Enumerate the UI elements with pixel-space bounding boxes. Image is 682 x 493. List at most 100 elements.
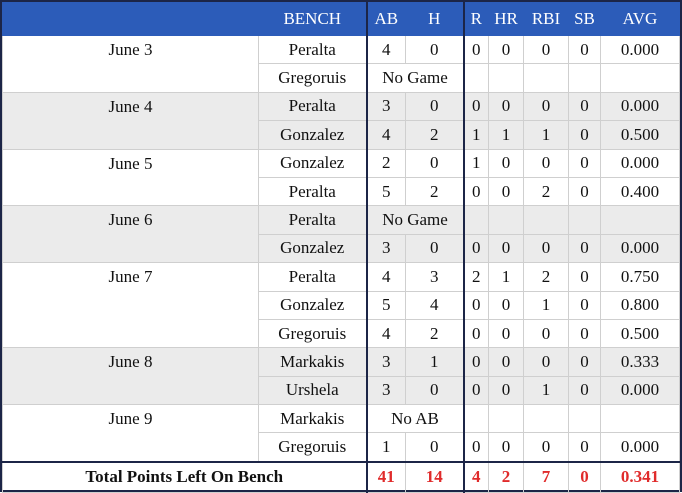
stat-cell: 0 <box>568 290 601 320</box>
stat-cell: 0 <box>523 432 569 463</box>
date-cell: June 4 <box>2 91 259 150</box>
stat-cell: 3 <box>365 375 406 406</box>
stat-cell: 0 <box>568 262 601 292</box>
stat-cell: 4 <box>365 120 406 150</box>
empty-cell <box>488 63 524 93</box>
stat-cell: 0 <box>462 176 489 207</box>
note-cell: No Game <box>365 205 464 235</box>
stat-cell: 0 <box>462 347 489 377</box>
stat-cell: 0.333 <box>600 347 680 377</box>
note-cell: No AB <box>365 404 464 434</box>
player-cell: Gonzalez <box>258 290 367 320</box>
date-cell: June 3 <box>2 35 259 93</box>
stat-cell: 0 <box>568 120 601 150</box>
stat-cell: 0 <box>488 233 524 264</box>
stat-cell: 0 <box>523 233 569 264</box>
header-cell: HR <box>488 2 524 36</box>
stat-cell: 0.000 <box>600 91 680 122</box>
stat-cell: 0 <box>405 148 464 178</box>
date-cell: June 5 <box>2 148 259 207</box>
stat-cell: 0.000 <box>600 432 680 463</box>
stat-cell: 3 <box>405 262 464 292</box>
stat-cell: 0 <box>488 318 524 349</box>
empty-cell <box>600 63 680 93</box>
stat-cell: 0 <box>405 233 464 264</box>
total-cell: 2 <box>488 460 524 493</box>
table-row: June 9 Markakis No AB <box>2 404 680 463</box>
stat-cell: 4 <box>365 262 406 292</box>
stat-cell: 0 <box>462 290 489 320</box>
stat-cell: 1 <box>462 120 489 150</box>
stat-cell: 0 <box>568 233 601 264</box>
stat-cell: 0 <box>488 34 524 65</box>
stat-cell: 0 <box>405 34 464 65</box>
total-cell: 0.341 <box>600 460 680 493</box>
note-cell: No Game <box>365 63 464 93</box>
header-cell: H <box>405 2 464 36</box>
stat-cell: 0 <box>462 375 489 406</box>
stat-cell: 0.400 <box>600 176 680 207</box>
stat-cell: 0 <box>488 347 524 377</box>
stat-cell: 0.500 <box>600 120 680 150</box>
total-cell: 41 <box>365 460 406 493</box>
empty-cell <box>568 404 601 434</box>
stat-cell: 0.000 <box>600 233 680 264</box>
header-cell: R <box>462 2 489 36</box>
stat-cell: 0 <box>488 432 524 463</box>
header-cell: AVG <box>600 2 680 36</box>
table-row: Gonzalez 3 0 0 0 0 0 0.000 <box>3 233 680 264</box>
player-cell: Peralta <box>258 176 367 207</box>
stat-cell: 4 <box>365 34 406 65</box>
empty-cell <box>600 205 680 235</box>
table-row: June 7 Peralta 4 3 2 1 2 0 0.750 <box>2 262 680 349</box>
stat-cell: 0 <box>462 233 489 264</box>
stat-cell: 0 <box>488 148 524 178</box>
total-cell: 7 <box>523 460 569 493</box>
player-cell: Markakis <box>258 404 367 434</box>
empty-cell <box>462 205 489 235</box>
player-cell: Peralta <box>258 262 367 292</box>
stat-cell: 0.750 <box>600 262 680 292</box>
stat-cell: 0 <box>405 375 464 406</box>
stat-cell: 0.000 <box>600 148 680 178</box>
player-cell: Gregoruis <box>258 432 367 463</box>
player-cell: Peralta <box>258 34 367 65</box>
total-cell: 0 <box>568 460 601 493</box>
date-cell: June 8 <box>2 347 259 406</box>
total-cell: 4 <box>462 460 489 493</box>
stat-cell: 1 <box>488 262 524 292</box>
player-cell: Markakis <box>258 347 367 377</box>
total-row: Total Points Left On Bench 41 14 4 2 7 0 0.341 <box>2 460 680 493</box>
stat-cell: 0 <box>523 34 569 65</box>
stat-cell: 0 <box>568 148 601 178</box>
stat-cell: 0 <box>568 318 601 349</box>
stat-cell: 2 <box>405 120 464 150</box>
stat-cell: 0 <box>462 318 489 349</box>
stat-cell: 0 <box>568 34 601 65</box>
stat-cell: 1 <box>462 148 489 178</box>
player-cell: Gonzalez <box>258 233 367 264</box>
stat-cell: 0 <box>523 148 569 178</box>
stat-cell: 5 <box>365 176 406 207</box>
stat-cell: 2 <box>365 148 406 178</box>
stat-cell: 3 <box>365 347 406 377</box>
date-cell: June 7 <box>2 262 259 349</box>
table-row: June 4 Peralta 3 0 0 0 0 0 0.000 <box>2 91 680 150</box>
table-row: June 3 Peralta 4 0 0 0 0 0 0.000 <box>2 34 680 93</box>
table-row: June 5 Gonzalez 2 0 1 0 0 0 0.000 <box>2 148 680 207</box>
player-cell: Gonzalez <box>258 120 367 150</box>
stat-cell: 0 <box>405 91 464 122</box>
stat-cell: 0 <box>462 34 489 65</box>
stat-cell: 0 <box>523 91 569 122</box>
empty-cell <box>523 63 569 93</box>
stat-cell: 0 <box>488 91 524 122</box>
total-label: Total Points Left On Bench <box>2 460 367 493</box>
header-cell: AB <box>365 2 406 36</box>
stat-cell: 0 <box>568 347 601 377</box>
stat-cell: 0 <box>462 91 489 122</box>
date-cell: June 6 <box>2 205 259 264</box>
stat-cell: 0 <box>488 176 524 207</box>
stat-cell: 0 <box>568 176 601 207</box>
player-cell: Gregoruis <box>258 63 367 93</box>
